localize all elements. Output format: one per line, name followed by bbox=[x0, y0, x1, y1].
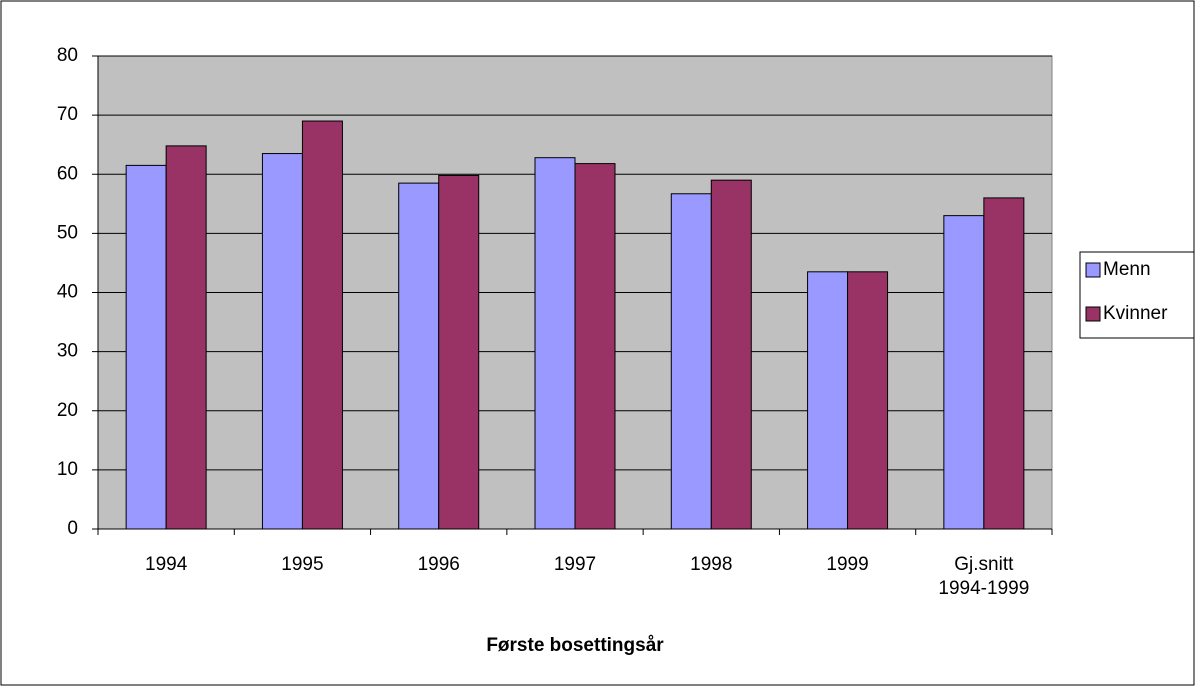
legend-swatch bbox=[1085, 306, 1101, 322]
x-tick-label: 1998 bbox=[690, 554, 732, 575]
y-tick-label: 30 bbox=[57, 341, 78, 362]
bar bbox=[710, 179, 752, 530]
legend-swatch bbox=[1085, 262, 1101, 278]
x-tick-label: 1994 bbox=[145, 554, 188, 575]
y-tick-label: 70 bbox=[57, 104, 78, 125]
bar bbox=[301, 120, 343, 530]
x-axis-title: Første bosettingsår bbox=[486, 635, 664, 656]
y-tick-label: 0 bbox=[67, 518, 78, 539]
bar bbox=[125, 164, 167, 530]
legend-label: Menn bbox=[1103, 259, 1151, 280]
y-tick-label: 20 bbox=[57, 400, 78, 421]
bar bbox=[534, 157, 576, 530]
x-tick-label: 1999 bbox=[826, 554, 868, 575]
x-tick-label: 1995 bbox=[281, 554, 323, 575]
legend-label: Kvinner bbox=[1103, 303, 1168, 324]
bar bbox=[983, 197, 1025, 530]
bar bbox=[398, 182, 440, 530]
bar bbox=[438, 174, 480, 530]
bar bbox=[847, 271, 889, 530]
y-tick-label: 10 bbox=[57, 459, 78, 480]
bar bbox=[807, 271, 849, 530]
x-tick-label: Gj.snitt 1994-1999 bbox=[938, 554, 1029, 599]
x-tick-label: 1997 bbox=[554, 554, 596, 575]
y-tick-label: 60 bbox=[57, 163, 78, 184]
bar bbox=[943, 215, 985, 530]
y-tick-label: 80 bbox=[57, 45, 78, 66]
bar bbox=[261, 153, 303, 530]
x-tick-label: 1996 bbox=[418, 554, 460, 575]
bar bbox=[574, 163, 616, 530]
bar bbox=[165, 145, 207, 530]
y-tick-label: 50 bbox=[57, 222, 78, 243]
y-tick-label: 40 bbox=[57, 282, 78, 303]
bar bbox=[670, 193, 712, 530]
